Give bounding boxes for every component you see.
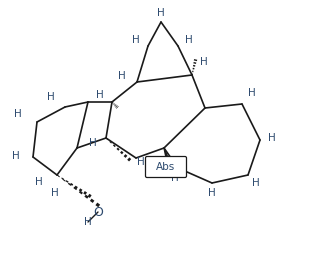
FancyBboxPatch shape (146, 157, 186, 178)
Text: H: H (89, 138, 97, 148)
Text: H: H (137, 157, 145, 167)
Text: Abs: Abs (156, 162, 175, 172)
Text: H: H (248, 88, 256, 98)
Text: H: H (132, 35, 140, 45)
Text: H: H (157, 8, 165, 18)
Text: H: H (185, 35, 193, 45)
Text: H: H (84, 217, 92, 227)
Text: H: H (208, 188, 216, 198)
Text: H: H (51, 188, 59, 198)
Text: H: H (268, 133, 276, 143)
Text: H: H (47, 92, 55, 102)
Text: H: H (252, 178, 260, 188)
Text: H: H (171, 173, 179, 183)
Text: H: H (118, 71, 126, 81)
Text: H: H (14, 109, 22, 119)
Text: H: H (200, 57, 208, 67)
Text: H: H (96, 90, 104, 100)
Polygon shape (164, 148, 175, 175)
Text: H: H (12, 151, 20, 161)
Text: H: H (35, 177, 43, 187)
Text: O: O (93, 205, 103, 219)
